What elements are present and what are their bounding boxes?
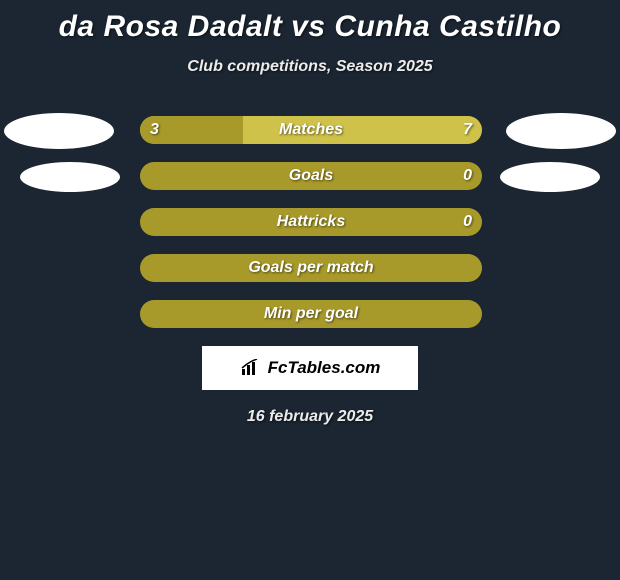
stat-row: 0Hattricks bbox=[0, 208, 620, 238]
stat-row: Goals per match bbox=[0, 254, 620, 284]
stat-bar: 37Matches bbox=[140, 116, 482, 144]
stat-bar: 0Hattricks bbox=[140, 208, 482, 236]
stat-row: Min per goal bbox=[0, 300, 620, 330]
player-right-avatar bbox=[500, 162, 600, 192]
stat-bar: 0Goals bbox=[140, 162, 482, 190]
chart-icon bbox=[240, 359, 262, 377]
player-left-avatar bbox=[20, 162, 120, 192]
page-subtitle: Club competitions, Season 2025 bbox=[0, 58, 620, 76]
stat-left-value: 3 bbox=[150, 121, 159, 139]
logo-text: FcTables.com bbox=[268, 358, 381, 378]
stat-right-value: 0 bbox=[463, 167, 472, 185]
bar-right-fill bbox=[140, 208, 482, 236]
stat-row: 37Matches bbox=[0, 116, 620, 146]
player-right-avatar bbox=[506, 113, 616, 149]
stat-row: 0Goals bbox=[0, 162, 620, 192]
bar-right-fill bbox=[140, 254, 482, 282]
bar-right-fill bbox=[140, 162, 482, 190]
logo-box: FcTables.com bbox=[202, 346, 418, 390]
player-left-avatar bbox=[4, 113, 114, 149]
stat-right-value: 7 bbox=[463, 121, 472, 139]
date-text: 16 february 2025 bbox=[0, 408, 620, 426]
comparison-chart: 37Matches0Goals0HattricksGoals per match… bbox=[0, 116, 620, 330]
stat-right-value: 0 bbox=[463, 213, 472, 231]
stat-bar: Goals per match bbox=[140, 254, 482, 282]
bar-right-fill bbox=[140, 300, 482, 328]
page-title: da Rosa Dadalt vs Cunha Castilho bbox=[0, 0, 620, 44]
stat-bar: Min per goal bbox=[140, 300, 482, 328]
